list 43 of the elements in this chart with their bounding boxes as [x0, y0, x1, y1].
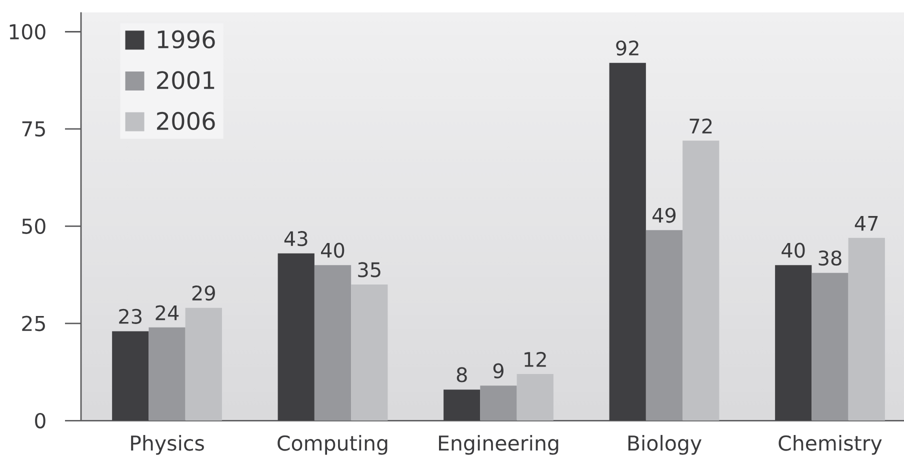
x-tick-label: Physics	[131, 434, 204, 455]
data-label: 43	[284, 231, 308, 246]
x-tick-label: Computing	[278, 434, 388, 455]
bar	[848, 238, 885, 421]
legend-label: 2001	[157, 71, 214, 90]
bar	[480, 386, 517, 421]
y-tick-label: 75	[22, 121, 45, 137]
data-label: 35	[358, 262, 380, 278]
y-tick-label: 50	[22, 218, 46, 234]
bar	[682, 140, 720, 421]
legend-label: 2006	[157, 112, 215, 130]
y-tick-label: 100	[10, 24, 46, 40]
bar	[812, 272, 848, 421]
bar	[351, 284, 388, 421]
data-label: 29	[192, 285, 215, 301]
y-tick-label: 0	[35, 412, 46, 428]
data-label: 92	[616, 40, 638, 56]
x-tick-label: Chemistry	[778, 434, 882, 455]
bar	[646, 230, 683, 421]
data-label: 72	[690, 118, 712, 134]
bar	[314, 265, 352, 421]
data-label: 38	[818, 250, 842, 266]
bar	[775, 265, 812, 421]
data-label: 40	[321, 242, 344, 258]
data-label: 12	[524, 352, 546, 367]
bar	[148, 327, 186, 421]
bar	[185, 308, 222, 421]
x-tick-label: Biology	[628, 434, 702, 455]
data-label: 49	[652, 208, 676, 223]
bar	[112, 331, 149, 421]
y-tick-label: 25	[22, 316, 45, 332]
data-label: 8	[456, 367, 467, 382]
legend-label: 1996	[158, 30, 215, 48]
data-label: 23	[119, 308, 142, 324]
data-label: 40	[782, 242, 805, 258]
bar	[278, 253, 314, 421]
x-tick-label: Engineering	[439, 434, 558, 455]
bar	[609, 62, 646, 421]
data-label: 24	[156, 305, 179, 320]
bar	[516, 374, 554, 421]
data-label: 47	[854, 216, 878, 231]
bar	[444, 390, 480, 421]
data-label: 9	[493, 363, 504, 378]
